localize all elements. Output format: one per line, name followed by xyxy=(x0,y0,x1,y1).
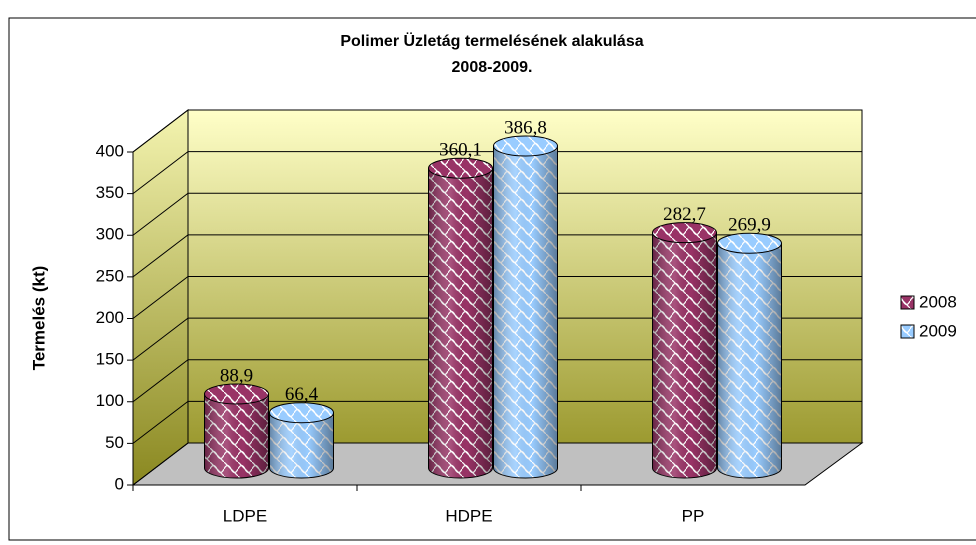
bar-top xyxy=(269,402,334,424)
y-tick-label: 150 xyxy=(96,350,124,369)
bar-shade xyxy=(717,243,782,478)
y-tick-label: 350 xyxy=(96,183,124,202)
grid-line xyxy=(132,317,189,361)
grid-line xyxy=(132,442,189,486)
legend-label: 2009 xyxy=(919,321,957,340)
grid-line xyxy=(132,276,189,319)
data-label: 282,7 xyxy=(663,204,706,225)
bar-top xyxy=(652,222,717,244)
chart-subtitle: 2008-2009. xyxy=(452,59,533,76)
bar-shade xyxy=(204,393,269,478)
bar-top xyxy=(428,157,493,179)
grid-line xyxy=(132,151,189,195)
x-tick-label: HDPE xyxy=(445,506,492,525)
y-axis-label: Termelés (kt) xyxy=(29,266,48,371)
bar-shade xyxy=(493,145,558,478)
bar-top xyxy=(493,135,558,157)
bar-shade xyxy=(269,412,334,478)
data-label: 66,4 xyxy=(285,384,319,405)
y-tick-label: 300 xyxy=(96,225,124,244)
chart-title: Polimer Üzletág termelésének alakulása xyxy=(340,31,643,50)
grid-line xyxy=(132,192,189,236)
grid-line xyxy=(132,109,189,153)
bar-shade xyxy=(652,232,717,478)
x-tick-label: LDPE xyxy=(223,506,267,525)
y-tick-label: 100 xyxy=(96,391,124,410)
y-tick-label: 200 xyxy=(96,308,124,327)
data-label: 88,9 xyxy=(220,365,253,386)
y-tick-label: 0 xyxy=(115,474,124,493)
bar-top xyxy=(204,383,269,405)
bar-shade xyxy=(428,168,493,479)
grid-line xyxy=(132,359,189,403)
grid-line xyxy=(132,400,189,444)
legend-label: 2008 xyxy=(919,292,957,311)
y-tick-label: 400 xyxy=(96,141,124,160)
data-label: 360,1 xyxy=(439,140,482,161)
data-label: 386,8 xyxy=(504,117,547,138)
x-tick-label: PP xyxy=(682,506,705,525)
grid-line xyxy=(132,234,189,278)
y-tick-label: 50 xyxy=(105,433,124,452)
y-tick-label: 250 xyxy=(96,266,124,285)
legend-swatch xyxy=(900,324,915,339)
data-label: 269,9 xyxy=(728,215,771,236)
bar-top xyxy=(717,232,782,254)
legend-swatch xyxy=(900,295,915,310)
